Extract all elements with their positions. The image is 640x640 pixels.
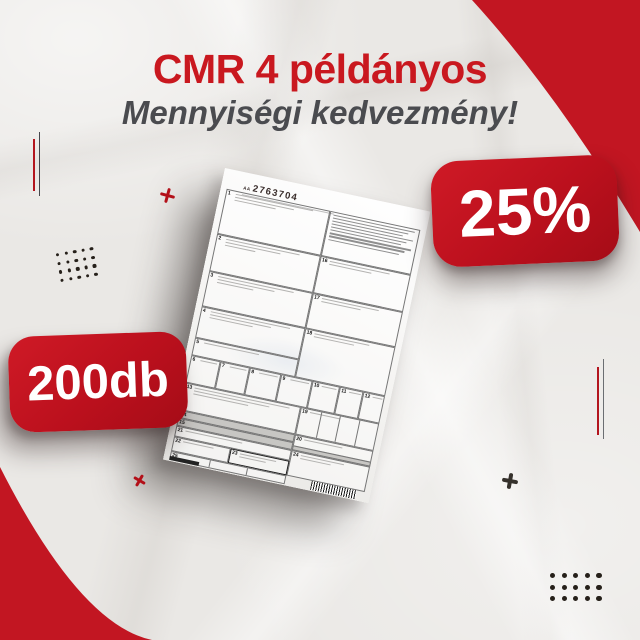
quantity-badge: 200db xyxy=(7,330,189,434)
discount-badge-label: 25% xyxy=(457,171,593,251)
quantity-badge-label: 200db xyxy=(26,352,170,412)
promo-subtitle: Mennyiségi kedvezmény! xyxy=(121,94,519,131)
discount-badge: 25% xyxy=(429,153,621,269)
form-box-12: 12 xyxy=(357,391,386,424)
promo-title: CMR 4 példányos xyxy=(152,46,488,92)
